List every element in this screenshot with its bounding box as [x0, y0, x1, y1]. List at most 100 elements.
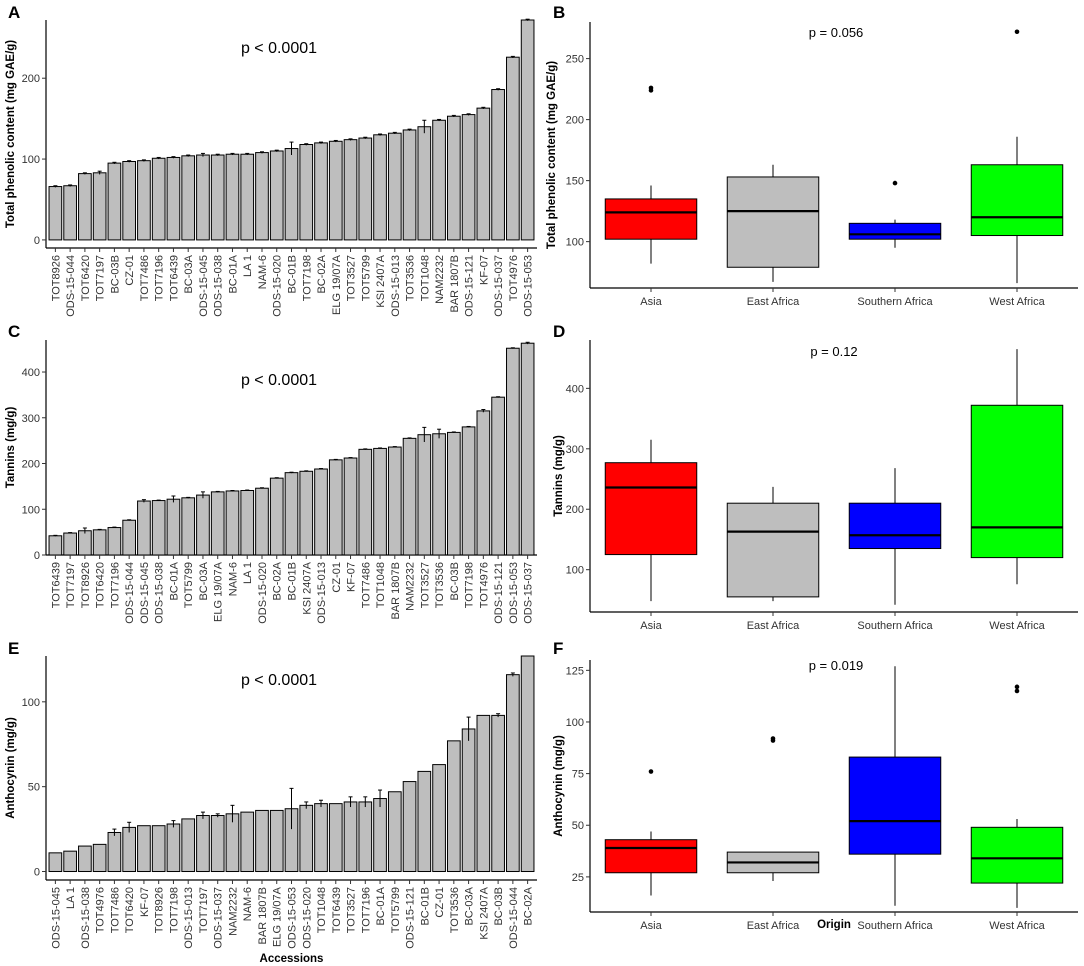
x-tick-label: BC-02A	[523, 886, 535, 925]
bar	[402, 781, 417, 873]
x-tick-label: ODS-15-044	[508, 887, 520, 949]
bar	[284, 472, 299, 556]
bar	[328, 459, 343, 556]
x-tick-label: TOT4976	[508, 255, 520, 301]
x-tick-label: TOT7198	[464, 562, 476, 608]
x-tick-label: ODS-15-053	[523, 255, 535, 317]
outlier-point	[648, 769, 654, 774]
bar	[255, 152, 269, 241]
x-tick-label: ODS-15-020	[272, 255, 284, 317]
bar	[417, 126, 432, 241]
y-axis-title: Anthocynin (mg/g)	[5, 717, 17, 819]
x-tick-label: NAM-6	[242, 887, 254, 921]
p-value-annotation: p < 0.0001	[241, 672, 317, 689]
bar	[314, 803, 328, 873]
box	[726, 176, 820, 268]
x-tick-label: Asia	[640, 920, 662, 932]
x-tick-label: KSI 2407A	[478, 886, 490, 939]
x-tick-label: LA 1	[65, 887, 77, 909]
bar	[137, 500, 151, 556]
x-tick-label: TOT1048	[375, 562, 387, 608]
x-tick-label: NAM2232	[405, 562, 417, 611]
bar	[358, 801, 373, 873]
x-tick-label: TOT1048	[316, 887, 328, 933]
x-tick-label: ELG 19/07A	[213, 561, 225, 622]
y-tick-label: 100	[566, 717, 584, 729]
x-tick-label: TOT4976	[95, 887, 107, 933]
outlier-point	[648, 85, 654, 91]
y-axis-title: Anthocynin (mg/g)	[553, 735, 565, 837]
bar	[210, 154, 225, 241]
bar	[520, 342, 535, 556]
bar	[328, 140, 343, 241]
bar	[387, 446, 402, 556]
bar	[107, 831, 122, 873]
bar	[122, 519, 137, 556]
y-tick-label: 100	[566, 237, 584, 249]
x-tick-label: ODS-15-013	[183, 887, 195, 949]
bar	[476, 410, 491, 556]
panel-c: C 0 100 200 300 400 Tannins (mg/g) p < 0.0001 TO…	[5, 322, 537, 624]
x-tick-label: ODS-15-013	[316, 562, 328, 624]
bar	[402, 129, 417, 241]
box	[604, 462, 698, 556]
bar	[387, 791, 402, 873]
bar	[432, 433, 446, 556]
bar	[107, 162, 122, 241]
bar	[506, 56, 520, 241]
bar	[343, 801, 358, 873]
bar	[181, 818, 196, 873]
x-tick-label: CZ-01	[434, 887, 446, 918]
x-tick-label: ODS-15-121	[464, 255, 476, 317]
x-tick-label: TOT7196	[109, 562, 121, 608]
x-tick-label: TOT3536	[434, 562, 446, 608]
x-tick-label: TOT3536	[405, 255, 417, 301]
x-tick-label: ODS-15-020	[301, 887, 313, 949]
x-tick-label: TOT6420	[124, 887, 136, 933]
bar	[210, 491, 225, 556]
bar	[48, 852, 63, 873]
x-tick-label: ODS-15-044	[124, 562, 136, 624]
p-value-annotation: p < 0.0001	[241, 40, 317, 57]
bar	[506, 347, 520, 556]
x-tick-label: NAM2232	[227, 887, 239, 936]
bar	[284, 148, 299, 241]
x-tick-label: East Africa	[747, 920, 800, 932]
x-tick-label: ODS-15-038	[213, 255, 225, 317]
p-value-annotation: p = 0.12	[810, 344, 857, 359]
outlier-point	[892, 180, 898, 186]
y-axis-title: Total phenolic content (mg GAE/g)	[546, 61, 558, 249]
bar	[151, 157, 166, 241]
x-tick-label: TOT7486	[360, 562, 372, 608]
x-tick-label: TOT7198	[168, 887, 180, 933]
panel-letter: B	[553, 3, 565, 22]
x-tick-label: TOT6420	[95, 562, 107, 608]
x-tick-label: TOT7196	[360, 887, 372, 933]
bar	[299, 470, 314, 556]
bar	[269, 477, 284, 556]
bar	[491, 714, 505, 873]
y-axis-title: Tannins (mg/g)	[553, 435, 565, 517]
x-tick-label: East Africa	[747, 620, 800, 632]
x-tick-label: LA 1	[242, 255, 254, 277]
x-tick-label: BC-01A	[168, 561, 180, 600]
x-tick-label: NAM2232	[434, 255, 446, 304]
box	[970, 404, 1064, 559]
x-tick-label: BC-03B	[449, 562, 461, 601]
y-axis-title: Total phenolic content (mg GAE/g)	[5, 40, 17, 228]
y-tick-label: 200	[566, 504, 584, 516]
box	[848, 756, 942, 855]
bar	[48, 535, 63, 556]
bar	[446, 115, 461, 241]
bar	[48, 186, 63, 241]
panel-d: D 100 200 300 400 Tannins (mg/g) p = 0.12 Asia E…	[553, 322, 1078, 632]
bar	[343, 139, 358, 241]
x-tick-label: Asia	[640, 620, 662, 632]
bar	[343, 457, 358, 556]
panel-letter: F	[553, 639, 563, 658]
y-tick-label: 50	[28, 782, 40, 794]
bar	[166, 823, 181, 873]
bar	[491, 396, 505, 556]
x-tick-label: Southern Africa	[857, 920, 933, 932]
box	[970, 826, 1064, 884]
